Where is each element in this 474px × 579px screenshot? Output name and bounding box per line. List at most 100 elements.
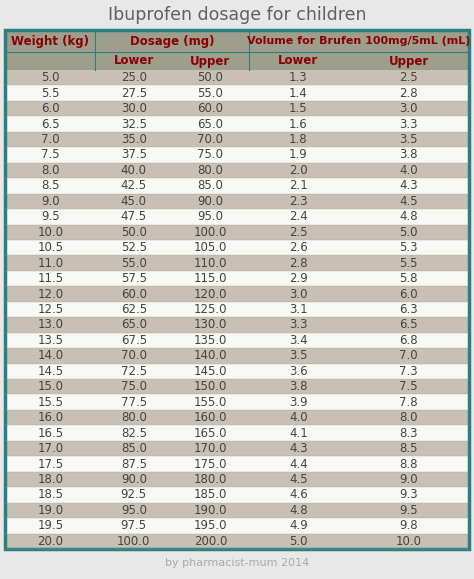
Text: 3.0: 3.0 — [289, 288, 308, 301]
Text: 25.0: 25.0 — [121, 71, 147, 84]
Bar — [5, 178, 469, 193]
Text: 95.0: 95.0 — [121, 504, 147, 517]
Text: 40.0: 40.0 — [121, 164, 147, 177]
Text: 3.9: 3.9 — [289, 395, 308, 409]
Text: 11.0: 11.0 — [37, 256, 64, 270]
Text: 130.0: 130.0 — [194, 318, 227, 331]
Text: 125.0: 125.0 — [193, 303, 227, 316]
Text: 140.0: 140.0 — [193, 349, 227, 362]
Text: 4.8: 4.8 — [400, 210, 418, 223]
Text: 2.6: 2.6 — [289, 241, 308, 254]
Text: 9.5: 9.5 — [400, 504, 418, 517]
Bar — [5, 225, 469, 240]
Bar — [5, 30, 469, 549]
Text: Dosage (mg): Dosage (mg) — [130, 35, 214, 47]
Text: 15.5: 15.5 — [37, 395, 63, 409]
Text: 8.5: 8.5 — [41, 179, 60, 192]
Text: 3.8: 3.8 — [289, 380, 308, 393]
Text: 2.0: 2.0 — [289, 164, 308, 177]
Bar — [5, 410, 469, 426]
Text: 8.8: 8.8 — [400, 457, 418, 471]
Bar — [5, 518, 469, 533]
Text: 65.0: 65.0 — [197, 118, 223, 131]
Text: 155.0: 155.0 — [194, 395, 227, 409]
Text: 10.5: 10.5 — [37, 241, 63, 254]
Bar — [5, 379, 469, 394]
Text: 4.1: 4.1 — [289, 427, 308, 439]
Bar — [5, 132, 469, 147]
Text: 5.0: 5.0 — [400, 226, 418, 239]
Text: 150.0: 150.0 — [194, 380, 227, 393]
Text: 4.4: 4.4 — [289, 457, 308, 471]
Text: 2.5: 2.5 — [400, 71, 418, 84]
Text: 6.0: 6.0 — [41, 102, 60, 115]
Text: 2.5: 2.5 — [289, 226, 308, 239]
Text: 9.0: 9.0 — [41, 195, 60, 208]
Text: 62.5: 62.5 — [121, 303, 147, 316]
Bar — [5, 193, 469, 209]
Text: 15.0: 15.0 — [37, 380, 63, 393]
Text: 55.0: 55.0 — [197, 87, 223, 100]
Text: 9.8: 9.8 — [400, 519, 418, 532]
Text: 7.5: 7.5 — [400, 380, 418, 393]
Bar — [5, 30, 469, 52]
Bar — [5, 472, 469, 487]
Bar — [5, 441, 469, 456]
Text: 47.5: 47.5 — [121, 210, 147, 223]
Text: 7.8: 7.8 — [400, 395, 418, 409]
Text: 90.0: 90.0 — [121, 473, 147, 486]
Text: 170.0: 170.0 — [193, 442, 227, 455]
Text: 60.0: 60.0 — [121, 288, 147, 301]
Text: 1.8: 1.8 — [289, 133, 308, 146]
Text: 6.5: 6.5 — [41, 118, 60, 131]
Text: 87.5: 87.5 — [121, 457, 147, 471]
Text: 160.0: 160.0 — [193, 411, 227, 424]
Text: Lower: Lower — [278, 54, 319, 68]
Text: 80.0: 80.0 — [121, 411, 146, 424]
Text: 19.0: 19.0 — [37, 504, 64, 517]
Text: 1.3: 1.3 — [289, 71, 308, 84]
Text: 145.0: 145.0 — [193, 365, 227, 378]
Bar — [5, 52, 469, 70]
Bar — [5, 116, 469, 132]
Text: 20.0: 20.0 — [37, 535, 63, 548]
Bar — [5, 317, 469, 333]
Text: 4.3: 4.3 — [289, 442, 308, 455]
Text: 11.5: 11.5 — [37, 272, 64, 285]
Bar — [5, 348, 469, 364]
Text: 3.8: 3.8 — [400, 148, 418, 162]
Text: 55.0: 55.0 — [121, 256, 146, 270]
Text: 65.0: 65.0 — [121, 318, 147, 331]
Text: 57.5: 57.5 — [121, 272, 147, 285]
Text: 1.6: 1.6 — [289, 118, 308, 131]
Text: 180.0: 180.0 — [194, 473, 227, 486]
Text: 50.0: 50.0 — [197, 71, 223, 84]
Text: Weight (kg): Weight (kg) — [11, 35, 89, 47]
Text: 42.5: 42.5 — [121, 179, 147, 192]
Text: 8.5: 8.5 — [400, 442, 418, 455]
Bar — [5, 333, 469, 348]
Bar — [5, 302, 469, 317]
Text: 2.3: 2.3 — [289, 195, 308, 208]
Text: 52.5: 52.5 — [121, 241, 147, 254]
Text: 195.0: 195.0 — [193, 519, 227, 532]
Text: 6.8: 6.8 — [400, 334, 418, 347]
Bar — [5, 364, 469, 379]
Text: 19.5: 19.5 — [37, 519, 64, 532]
Text: 4.3: 4.3 — [400, 179, 418, 192]
Text: 3.4: 3.4 — [289, 334, 308, 347]
Bar — [5, 86, 469, 101]
Text: 4.0: 4.0 — [289, 411, 308, 424]
Text: 3.1: 3.1 — [289, 303, 308, 316]
Text: 6.0: 6.0 — [400, 288, 418, 301]
Bar — [5, 271, 469, 287]
Text: 30.0: 30.0 — [121, 102, 146, 115]
Text: 1.9: 1.9 — [289, 148, 308, 162]
Text: 37.5: 37.5 — [121, 148, 147, 162]
Text: 3.6: 3.6 — [289, 365, 308, 378]
Text: 4.0: 4.0 — [400, 164, 418, 177]
Text: 12.0: 12.0 — [37, 288, 64, 301]
Text: 60.0: 60.0 — [197, 102, 223, 115]
Text: Upper: Upper — [389, 54, 429, 68]
Text: 8.0: 8.0 — [400, 411, 418, 424]
